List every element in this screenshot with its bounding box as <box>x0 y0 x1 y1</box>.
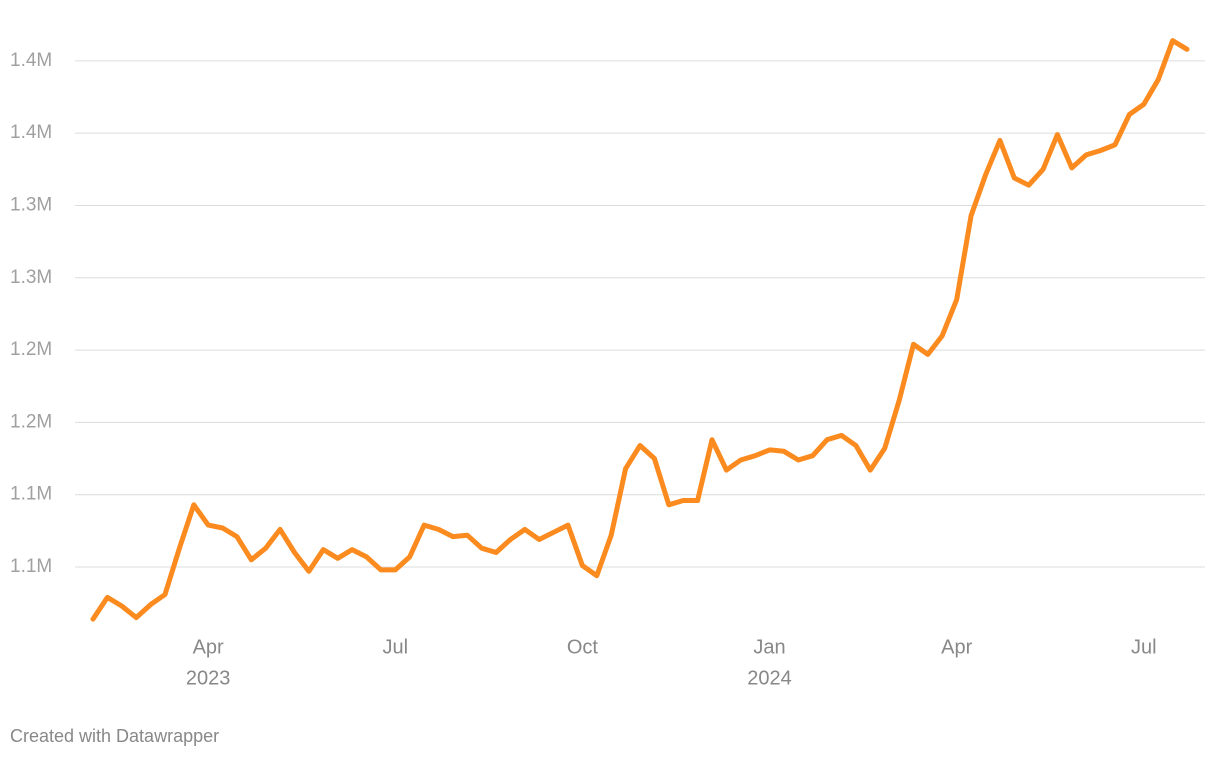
y-tick-label: 1.1M <box>10 484 52 505</box>
line <box>90 38 1190 622</box>
footer: Created with Datawrapper <box>10 726 219 746</box>
x-tick-label: Jul <box>383 636 409 658</box>
y-tick-label: 1.2M <box>10 339 52 360</box>
x-group-label: 2024 <box>747 667 792 689</box>
x-group-label: 2023 <box>186 667 231 689</box>
y-tick-label: 1.4M <box>10 50 52 71</box>
y-tick-label: 1.3M <box>10 267 52 288</box>
x-tick-label: Oct <box>567 636 599 658</box>
x-tick-label: Apr <box>193 636 224 658</box>
x-tick-label: Jan <box>753 636 785 658</box>
y-tick-label: 1.4M <box>10 122 52 143</box>
y-tick-label: 1.2M <box>10 411 52 432</box>
y-tick-label: 1.1M <box>10 556 52 577</box>
x-tick-label: Apr <box>941 636 972 658</box>
x-tick-label: Jul <box>1131 636 1157 658</box>
y-tick-label: 1.3M <box>10 195 52 216</box>
